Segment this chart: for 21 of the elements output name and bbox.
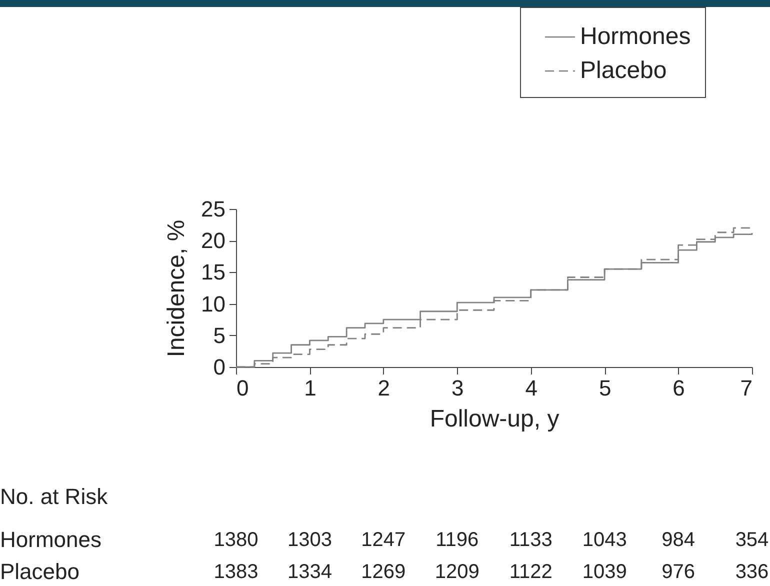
- y-tick-label: 10: [201, 291, 226, 316]
- y-tick-label: 15: [201, 260, 226, 285]
- legend-label: Hormones: [580, 23, 691, 50]
- x-tick-label: 5: [598, 376, 612, 400]
- y-tick-label: 20: [201, 228, 226, 254]
- x-axis-title: Follow-up, y: [430, 406, 560, 432]
- x-tick-label: 2: [378, 376, 390, 400]
- x-tick-label: 7: [740, 376, 752, 400]
- text: No. at Risk: [0, 484, 109, 509]
- text: Placebo 1383 1334 1269 1209 1122 1039 976 336: [0, 559, 769, 584]
- y-tick-label: 5: [213, 322, 226, 348]
- y-axis-title: Incidence, %: [163, 220, 190, 358]
- x-tick-label: 6: [672, 376, 685, 400]
- y-tick-label: 25: [201, 196, 226, 222]
- x-tick-label: 4: [525, 376, 538, 400]
- legend-label: Placebo: [580, 57, 667, 84]
- x-tick-label: 3: [452, 376, 464, 400]
- x-tick-label: 0: [236, 376, 249, 400]
- y-tick-label: 0: [213, 354, 226, 380]
- text: Hormones 1380 1303 1247 1196 1133 1043 984 354: [0, 527, 769, 552]
- x-tick-label: 1: [304, 376, 316, 400]
